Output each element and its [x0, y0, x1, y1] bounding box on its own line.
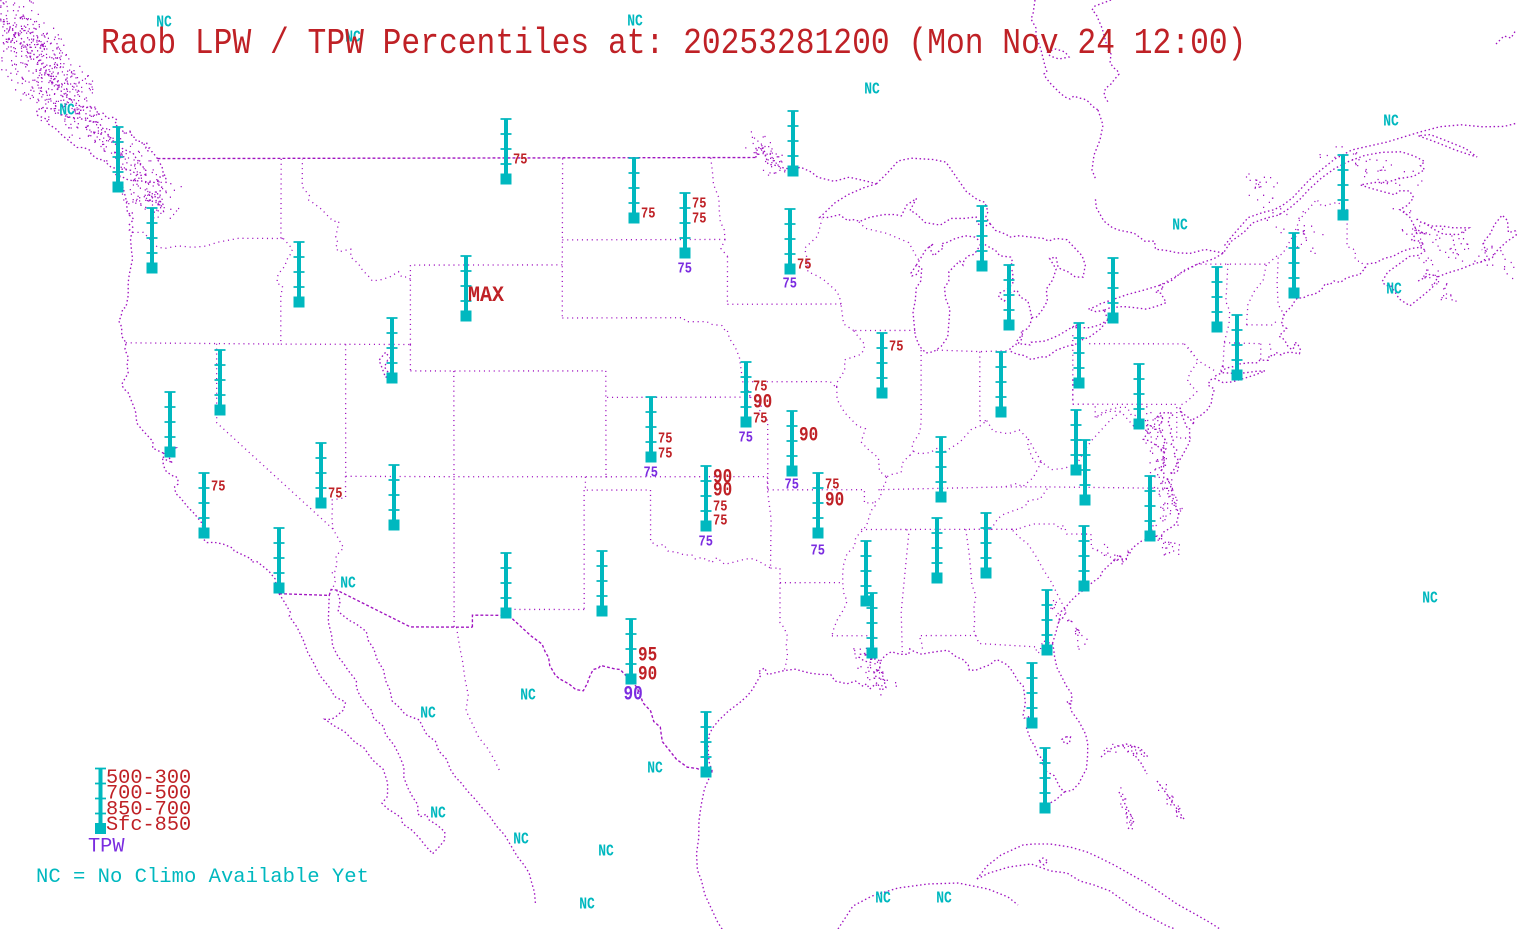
svg-text:NC: NC: [345, 27, 361, 47]
svg-text:TPW: TPW: [88, 836, 125, 859]
svg-text:NC: NC: [340, 573, 356, 593]
svg-text:NC: NC: [579, 894, 595, 914]
svg-text:75: 75: [797, 257, 811, 273]
svg-text:75: 75: [678, 261, 692, 277]
svg-text:75: 75: [753, 379, 767, 395]
svg-text:NC = No Climo Available Yet: NC = No Climo Available Yet: [36, 866, 369, 889]
svg-text:NC: NC: [1383, 111, 1399, 131]
svg-text:90: 90: [713, 480, 732, 502]
svg-text:90: 90: [713, 467, 732, 489]
svg-text:850-700: 850-700: [106, 798, 191, 821]
svg-text:90: 90: [638, 664, 657, 686]
svg-text:75: 75: [785, 477, 799, 493]
svg-text:NC: NC: [520, 685, 536, 705]
svg-text:75: 75: [641, 206, 655, 222]
svg-text:700-500: 700-500: [106, 783, 191, 806]
svg-text:NC: NC: [936, 888, 952, 908]
svg-text:NC: NC: [59, 100, 75, 120]
svg-text:NC: NC: [627, 11, 643, 31]
svg-text:90: 90: [825, 490, 844, 512]
svg-text:MAX: MAX: [468, 284, 504, 308]
svg-text:75: 75: [713, 499, 727, 515]
svg-text:Raob LPW / TPW Percentiles at:: Raob LPW / TPW Percentiles at: 202532812…: [101, 24, 1246, 65]
svg-text:NC: NC: [864, 79, 880, 99]
svg-text:75: 75: [713, 513, 727, 529]
svg-text:NC: NC: [420, 703, 436, 723]
svg-text:75: 75: [753, 411, 767, 427]
svg-text:NC: NC: [1386, 279, 1402, 299]
svg-text:NC: NC: [156, 12, 172, 32]
svg-text:95: 95: [638, 645, 657, 667]
svg-text:75: 75: [328, 486, 342, 502]
svg-text:75: 75: [692, 211, 706, 227]
svg-text:NC: NC: [875, 888, 891, 908]
svg-text:NC: NC: [1422, 588, 1438, 608]
svg-text:75: 75: [783, 276, 797, 292]
svg-text:75: 75: [739, 430, 753, 446]
svg-text:75: 75: [889, 339, 903, 355]
svg-text:90: 90: [624, 684, 643, 706]
svg-text:75: 75: [825, 477, 839, 493]
svg-text:NC: NC: [430, 803, 446, 823]
svg-text:NC: NC: [513, 829, 529, 849]
svg-text:NC: NC: [1172, 215, 1188, 235]
svg-text:Sfc-850: Sfc-850: [106, 814, 191, 837]
svg-text:75: 75: [513, 152, 527, 168]
svg-text:75: 75: [699, 534, 713, 550]
svg-text:75: 75: [658, 431, 672, 447]
svg-text:75: 75: [658, 446, 672, 462]
svg-text:500-300: 500-300: [106, 767, 191, 790]
svg-text:90: 90: [753, 392, 772, 414]
svg-text:75: 75: [692, 196, 706, 212]
svg-text:NC: NC: [647, 758, 663, 778]
svg-text:75: 75: [644, 465, 658, 481]
svg-text:75: 75: [811, 543, 825, 559]
svg-text:75: 75: [211, 479, 225, 495]
svg-text:NC: NC: [598, 841, 614, 861]
svg-text:90: 90: [799, 425, 818, 447]
